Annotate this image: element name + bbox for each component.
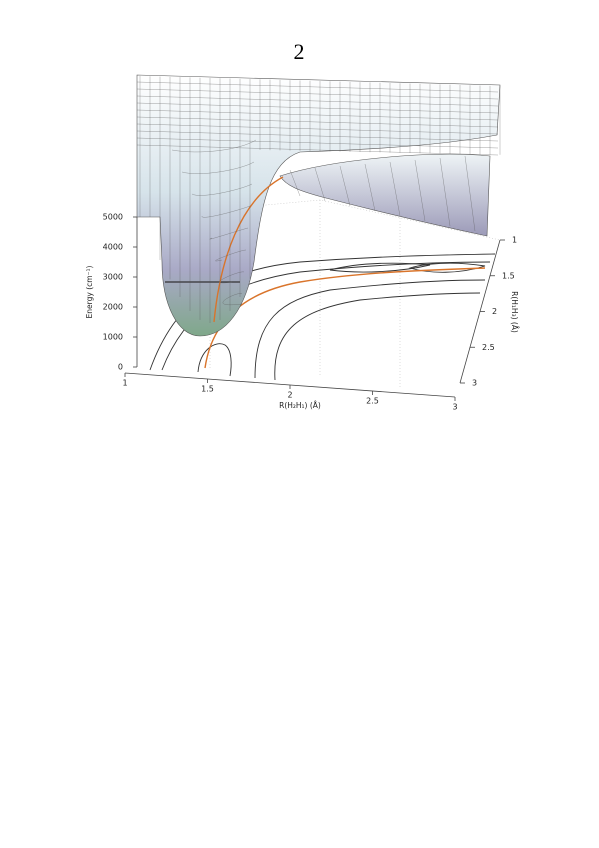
figure: Energy (cm⁻¹) R(H₂H₁) (Å) R(H₁H₃) (Å) 0 1… [85,74,519,412]
mesh-line [289,169,301,197]
mesh-line [136,116,499,128]
x-axis-label: R(H₂H₁) (Å) [279,401,321,410]
page-number: 2 [294,39,305,64]
tick-label: 0 [118,363,123,372]
surface-lobe [279,153,491,237]
mesh-line [439,157,451,227]
mesh-line [136,123,499,135]
mesh-line [414,159,426,222]
mesh-line [136,137,499,149]
mesh-line [339,165,351,207]
floor-grid [136,199,501,388]
mesh-line [389,161,401,217]
tick-label: 2.5 [366,397,379,406]
ticks: 0 1000 2000 3000 4000 5000 1 1.5 2 2.5 3 1 1.5 2 2.5 3 [103,213,517,412]
mesh-line [222,293,243,306]
mesh-line [136,130,499,142]
z-axis-label: Energy (cm⁻¹) [85,265,94,318]
tick-label: 1000 [103,333,123,342]
y-axis-label: R(H₁H₃) (Å) [510,291,519,333]
mesh-line [181,161,255,174]
contour [329,262,431,273]
tick-label: 2 [287,391,292,400]
mesh-line [464,155,476,232]
tick-label: 3 [472,379,477,388]
tick-label: 1 [122,379,127,388]
mesh-line [136,88,499,100]
tick-label: 4000 [103,243,123,252]
mesh-line [136,81,499,93]
tick-label: 2 [492,307,497,316]
tick-label: 2.5 [482,343,495,352]
tick-label: 1.5 [201,385,214,394]
mesh-line [171,139,257,153]
tick-label: 3 [452,403,457,412]
mesh-line [136,144,499,156]
mesh-line [136,95,499,107]
contour [197,343,232,377]
tick-label: 3000 [103,273,123,282]
mesh-line [209,227,249,240]
mesh-line [219,271,245,284]
tick-label: 2000 [103,303,123,312]
contour [408,262,486,273]
surface [136,74,501,337]
contour [274,292,481,381]
reaction-path-surface [213,176,284,323]
mesh-line [364,163,376,212]
mesh-line [136,109,499,121]
contour [254,279,486,379]
mesh-line [136,102,499,114]
tick-label: 1 [512,236,517,245]
mesh-line [215,249,247,262]
tick-label: 5000 [103,213,123,222]
tick-label: 1.5 [502,271,515,280]
mesh-line [314,167,326,202]
mesh [136,76,501,323]
